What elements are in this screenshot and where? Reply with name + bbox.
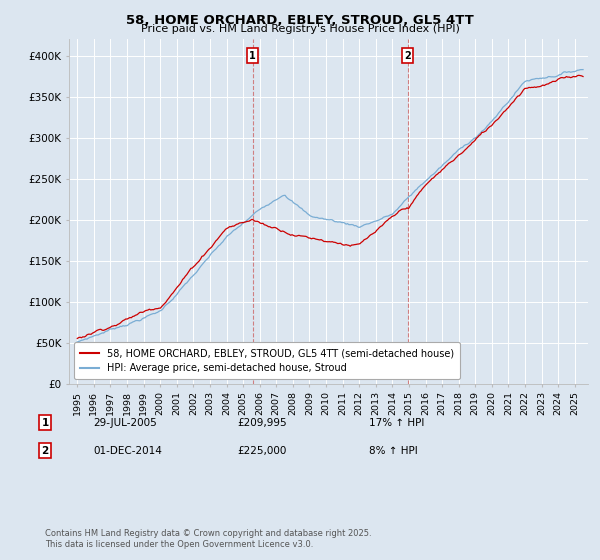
Text: £209,995: £209,995 xyxy=(237,418,287,428)
Text: 17% ↑ HPI: 17% ↑ HPI xyxy=(369,418,424,428)
Text: Contains HM Land Registry data © Crown copyright and database right 2025.
This d: Contains HM Land Registry data © Crown c… xyxy=(45,529,371,549)
Text: 29-JUL-2005: 29-JUL-2005 xyxy=(93,418,157,428)
Legend: 58, HOME ORCHARD, EBLEY, STROUD, GL5 4TT (semi-detached house), HPI: Average pri: 58, HOME ORCHARD, EBLEY, STROUD, GL5 4TT… xyxy=(74,342,460,379)
Text: 58, HOME ORCHARD, EBLEY, STROUD, GL5 4TT: 58, HOME ORCHARD, EBLEY, STROUD, GL5 4TT xyxy=(126,14,474,27)
Text: 1: 1 xyxy=(41,418,49,428)
Text: 2: 2 xyxy=(404,50,411,60)
Text: 01-DEC-2014: 01-DEC-2014 xyxy=(93,446,162,456)
Text: 8% ↑ HPI: 8% ↑ HPI xyxy=(369,446,418,456)
Text: 1: 1 xyxy=(249,50,256,60)
Text: £225,000: £225,000 xyxy=(237,446,286,456)
Text: Price paid vs. HM Land Registry's House Price Index (HPI): Price paid vs. HM Land Registry's House … xyxy=(140,24,460,34)
Text: 2: 2 xyxy=(41,446,49,456)
